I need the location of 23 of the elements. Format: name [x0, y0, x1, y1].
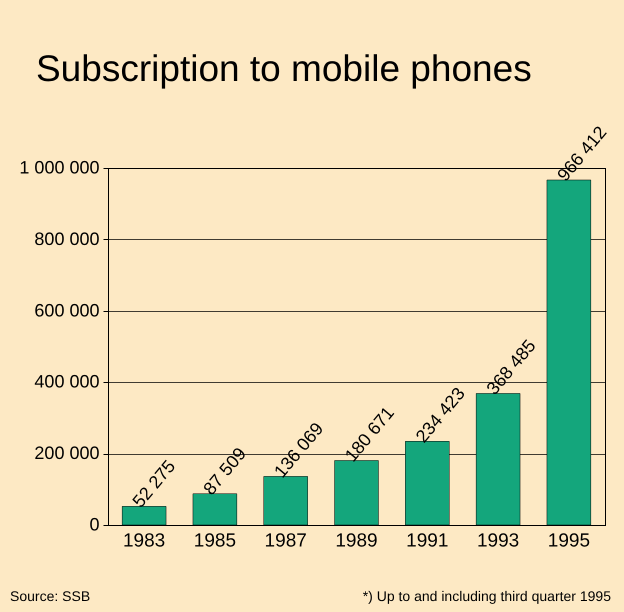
- x-tick-label: 1987: [264, 530, 307, 552]
- data-label: 966 412: [553, 122, 610, 185]
- source-note: Source: SSB: [10, 588, 90, 604]
- x-tick-label: 1991: [406, 530, 448, 552]
- data-label: 234 423: [412, 384, 469, 446]
- y-tick-label: 600 000: [34, 300, 100, 320]
- x-tick-label: 1993: [476, 530, 520, 552]
- chart-title: Subscription to mobile phones: [36, 48, 532, 89]
- x-tick-label: 1985: [194, 530, 236, 552]
- data-label: 368 485: [482, 336, 540, 398]
- data-label: 136 069: [270, 418, 328, 482]
- y-tick-label: 1 000 000: [19, 158, 100, 178]
- text: *) Up to and including third quarter 1995: [362, 588, 612, 604]
- y-tick-label: 0: [89, 514, 100, 534]
- y-tick-label: 800 000: [34, 228, 100, 249]
- data-label: 180 671: [340, 402, 398, 466]
- data-label: 87 509: [199, 444, 250, 499]
- y-tick-label: 400 000: [34, 372, 100, 392]
- x-tick-label: 1989: [335, 530, 378, 552]
- data-label: 52 275: [128, 456, 180, 512]
- y-tick-label: 200 000: [34, 443, 100, 464]
- x-tick-label: 1983: [122, 530, 166, 552]
- x-tick-label: 1995: [548, 530, 590, 552]
